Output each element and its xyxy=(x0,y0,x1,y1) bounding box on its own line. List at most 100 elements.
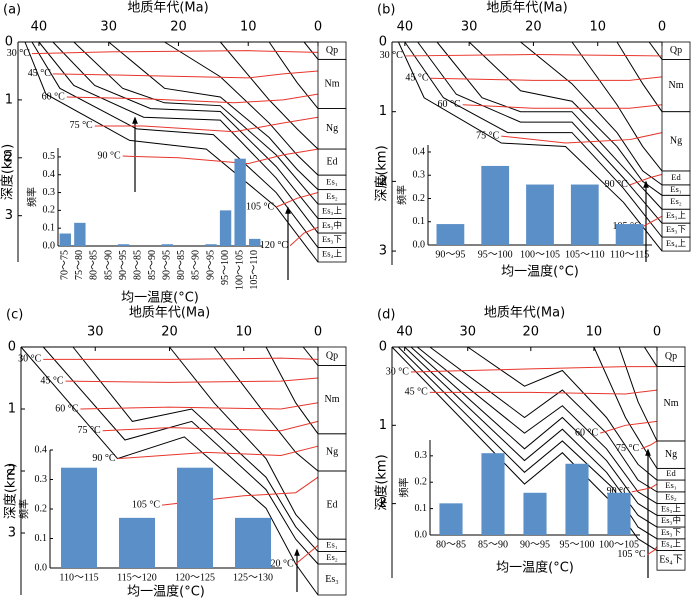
x-tick-label: 40 xyxy=(397,20,414,35)
inset-x-axis-title: 均一温度(°C) xyxy=(496,560,574,576)
x-tick-label: 40 xyxy=(31,20,48,35)
inset-y-tick-label: 0.1 xyxy=(35,533,48,544)
inset-x-tick-label: 85～90 xyxy=(478,539,508,550)
x-tick-label: 0 xyxy=(314,20,322,35)
burial-curve xyxy=(302,346,319,366)
isotherm-label: 75 °C xyxy=(78,425,101,436)
stratum-label: Es₃下 xyxy=(322,234,342,244)
stratum-label: Es₄上 xyxy=(661,539,681,549)
bar xyxy=(481,453,505,535)
y-tick-label: 0 xyxy=(379,35,387,50)
inset-x-tick-label: 110～115 xyxy=(59,572,98,583)
isotherm xyxy=(629,173,663,186)
inset-x-tick-label: 105～110 xyxy=(565,249,605,260)
bar xyxy=(481,165,510,245)
stratum-label: Es₂ xyxy=(326,191,338,201)
inset-y-tick-label: 0.3 xyxy=(43,187,56,198)
inset-y-axis-title: 频率 xyxy=(25,187,38,207)
isotherm-label: 90 °C xyxy=(605,179,628,190)
burial-curve xyxy=(616,41,663,112)
panel-label: (d) xyxy=(377,308,395,323)
isotherm xyxy=(404,54,663,57)
y-tick-label: 3 xyxy=(8,526,16,541)
inset-x-tick-label: 90～95 xyxy=(520,539,550,550)
burial-curve xyxy=(265,346,319,435)
burial-curve xyxy=(52,41,319,219)
inset-y-tick-label: 0.2 xyxy=(35,503,48,514)
y-axis-title: 深度(km) xyxy=(374,454,390,510)
inset-x-tick-label: 95～100 xyxy=(560,539,595,550)
bar xyxy=(607,492,631,535)
stratum-label: Es₃中 xyxy=(661,515,681,525)
stratum-label: Ed xyxy=(671,172,681,182)
inset-y-tick-label: 0.4 xyxy=(43,169,56,180)
x-tick-label: 0 xyxy=(653,325,661,340)
bar xyxy=(526,184,554,245)
inset-x-tick-label: 105～110 xyxy=(249,250,260,290)
inset-x-tick-label: 80～85 xyxy=(436,539,466,550)
x-tick-label: 20 xyxy=(525,20,542,35)
x-axis-title: 地质年代(Ma) xyxy=(486,1,567,16)
burial-curve xyxy=(404,41,663,238)
inset-x-tick-label: 90～95 xyxy=(162,250,173,280)
stratum-label: Es₃中 xyxy=(322,220,342,230)
isotherm xyxy=(429,389,658,395)
isotherm-label: 120 °C xyxy=(260,240,288,251)
burial-curve xyxy=(42,346,319,565)
x-tick-label: 30 xyxy=(87,325,104,340)
isotherm-label: 105 °C xyxy=(617,549,645,560)
bar xyxy=(565,463,589,535)
inset-y-tick-label: 0.0 xyxy=(415,529,428,540)
inset-y-tick-label: 0.1 xyxy=(43,222,56,233)
inset-x-tick-label: 100～105 xyxy=(520,249,560,260)
inset-y-tick-label: 0.2 xyxy=(415,477,428,488)
x-tick-label: 40 xyxy=(396,325,413,340)
isotherm-label: 90 °C xyxy=(607,486,630,497)
burial-curve xyxy=(397,41,663,252)
y-tick-label: 3 xyxy=(379,244,387,259)
inset-x-tick-label: 90～95 xyxy=(118,250,129,280)
x-tick-label: 0 xyxy=(314,325,322,340)
inset-x-tick-label: 100～105 xyxy=(599,539,639,550)
inset-y-tick-label: 0.1 xyxy=(413,216,426,227)
bar xyxy=(234,158,246,246)
isotherm xyxy=(462,104,663,109)
isotherm-label: 30 °C xyxy=(380,50,403,61)
burial-curve xyxy=(164,41,319,176)
inset-x-tick-label: 80～85 xyxy=(132,250,143,280)
stratum-label: Ng xyxy=(665,449,677,460)
isotherm xyxy=(430,76,663,81)
isotherm xyxy=(117,445,319,460)
y-tick-label: 2 xyxy=(5,150,13,165)
burial-curve xyxy=(467,346,658,481)
isotherm-label: 105 °C xyxy=(132,499,160,510)
x-axis-title: 地质年代(Ma) xyxy=(129,306,210,321)
y-tick-label: 2 xyxy=(8,464,16,479)
bar xyxy=(59,233,71,246)
burial-curve xyxy=(72,346,319,552)
isotherm xyxy=(122,148,319,165)
isotherm xyxy=(642,215,663,228)
stratum-box xyxy=(656,550,686,571)
inset-y-tick-label: 0.0 xyxy=(43,240,56,251)
stratum-label: Es₃ xyxy=(325,574,339,585)
isotherm-label: 45 °C xyxy=(28,68,51,79)
bar xyxy=(119,517,155,568)
bar xyxy=(249,238,261,246)
isotherm-label: 45 °C xyxy=(405,73,428,84)
isotherm xyxy=(501,132,663,144)
stratum-label: Qp xyxy=(670,45,682,56)
inset-y-axis-title: 频率 xyxy=(397,478,410,498)
burial-curve xyxy=(24,41,319,263)
isotherm xyxy=(43,357,319,360)
isotherm xyxy=(65,377,319,383)
stratum-box xyxy=(661,236,691,252)
stratum-label: Ng xyxy=(326,123,338,134)
bar xyxy=(219,210,232,246)
inset-y-tick-label: 0.3 xyxy=(415,450,428,461)
burial-curve xyxy=(416,346,658,505)
y-tick-label: 0 xyxy=(5,35,13,50)
y-axis-title: 深度(km) xyxy=(3,463,19,519)
y-tick-label: 1 xyxy=(8,402,16,417)
inset-y-tick-label: 0.4 xyxy=(35,444,48,455)
